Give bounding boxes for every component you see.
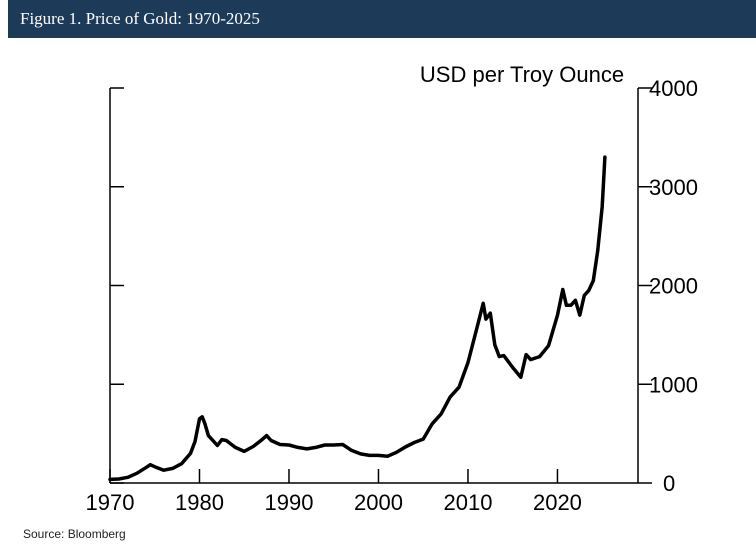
x-tick-label: 2020 [533,490,582,515]
chart-svg: 0 1000 2000 3000 4000 1970 1980 1990 2000 2010 202… [86,62,698,515]
y-tick-label: 2000 [649,274,698,299]
gold-price-chart: 0 1000 2000 3000 4000 1970 1980 1990 2000 2010 202… [0,38,756,518]
figure-header: Figure 1. Price of Gold: 1970-2025 [8,0,756,38]
x-tick-label: 2000 [354,490,403,515]
x-tick-label: 2010 [443,490,492,515]
y-tick-label: 3000 [649,175,698,200]
y-tick-label: 0 [663,471,675,496]
figure-title: Figure 1. Price of Gold: 1970-2025 [20,9,260,28]
x-tick-label: 1970 [86,490,135,515]
y-axis-label: USD per Troy Ounce [420,62,624,87]
x-tick-label: 1990 [265,490,314,515]
source-note: Source: Bloomberg [23,527,126,541]
gold-price-line [108,155,607,482]
chart-area: 0 1000 2000 3000 4000 1970 1980 1990 2000 2010 202… [0,38,756,518]
y-tick-label: 4000 [649,76,698,101]
x-tick-label: 1980 [175,490,224,515]
y-tick-label: 1000 [649,372,698,397]
